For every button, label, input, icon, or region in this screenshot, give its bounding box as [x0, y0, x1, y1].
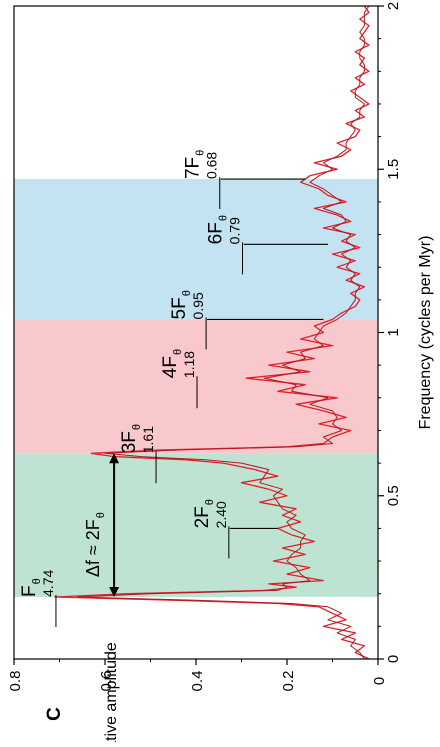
delta-f-annotation: Δf ≈ 2Fθ [83, 453, 120, 597]
delta-f-subscript: θ [95, 512, 107, 518]
annotation-subscript: θ [204, 499, 216, 505]
frequency-band-2 [14, 319, 378, 454]
annotation-value: 0.68 [204, 152, 220, 179]
frequency-band-1 [14, 453, 378, 597]
delta-f-arrowhead-high [109, 453, 120, 464]
x-tick-label: 1 [385, 328, 402, 336]
y-tick-label: 0.8 [7, 671, 24, 692]
spectrum-series-2 [77, 5, 370, 660]
annotation-subscript: θ [131, 424, 143, 430]
annotation-value: 1.18 [181, 351, 197, 378]
annotation-value: 2.40 [213, 501, 229, 528]
annotation-value: 1.61 [140, 426, 156, 453]
annotation-subscript: θ [181, 290, 193, 296]
x-tick-label: 2 [385, 2, 402, 10]
y-tick-label: 0.6 [98, 671, 115, 692]
annotation-subscript: θ [31, 578, 43, 584]
y-tick-label: 0 [371, 677, 388, 685]
x-axis-label: Frequency (cycles per Myr) [417, 236, 434, 430]
annotation-value: 0.95 [190, 292, 206, 319]
frequency-band-3 [14, 179, 378, 320]
annotation-subscript: θ [218, 215, 230, 221]
annotation-label: 7Fθ [183, 150, 207, 179]
x-tick-label: 0 [385, 655, 402, 663]
x-tick-label: 1.5 [385, 159, 402, 180]
panel-label: C [44, 707, 65, 721]
y-axis-label: Relative amplitude [103, 642, 120, 742]
y-tick-label: 0.2 [280, 671, 297, 692]
x-tick-label: 0.5 [385, 485, 402, 506]
annotation-value: 4.74 [40, 570, 56, 597]
delta-f-arrowhead-low [109, 586, 120, 597]
delta-f-label: Δf ≈ 2Fθ [83, 512, 107, 577]
spectrum-series-1 [54, 5, 370, 660]
annotation-value: 0.79 [227, 217, 243, 244]
annotation-subscript: θ [172, 349, 184, 355]
y-tick-label: 0.4 [189, 671, 206, 692]
annotation-subscript: θ [195, 150, 207, 156]
